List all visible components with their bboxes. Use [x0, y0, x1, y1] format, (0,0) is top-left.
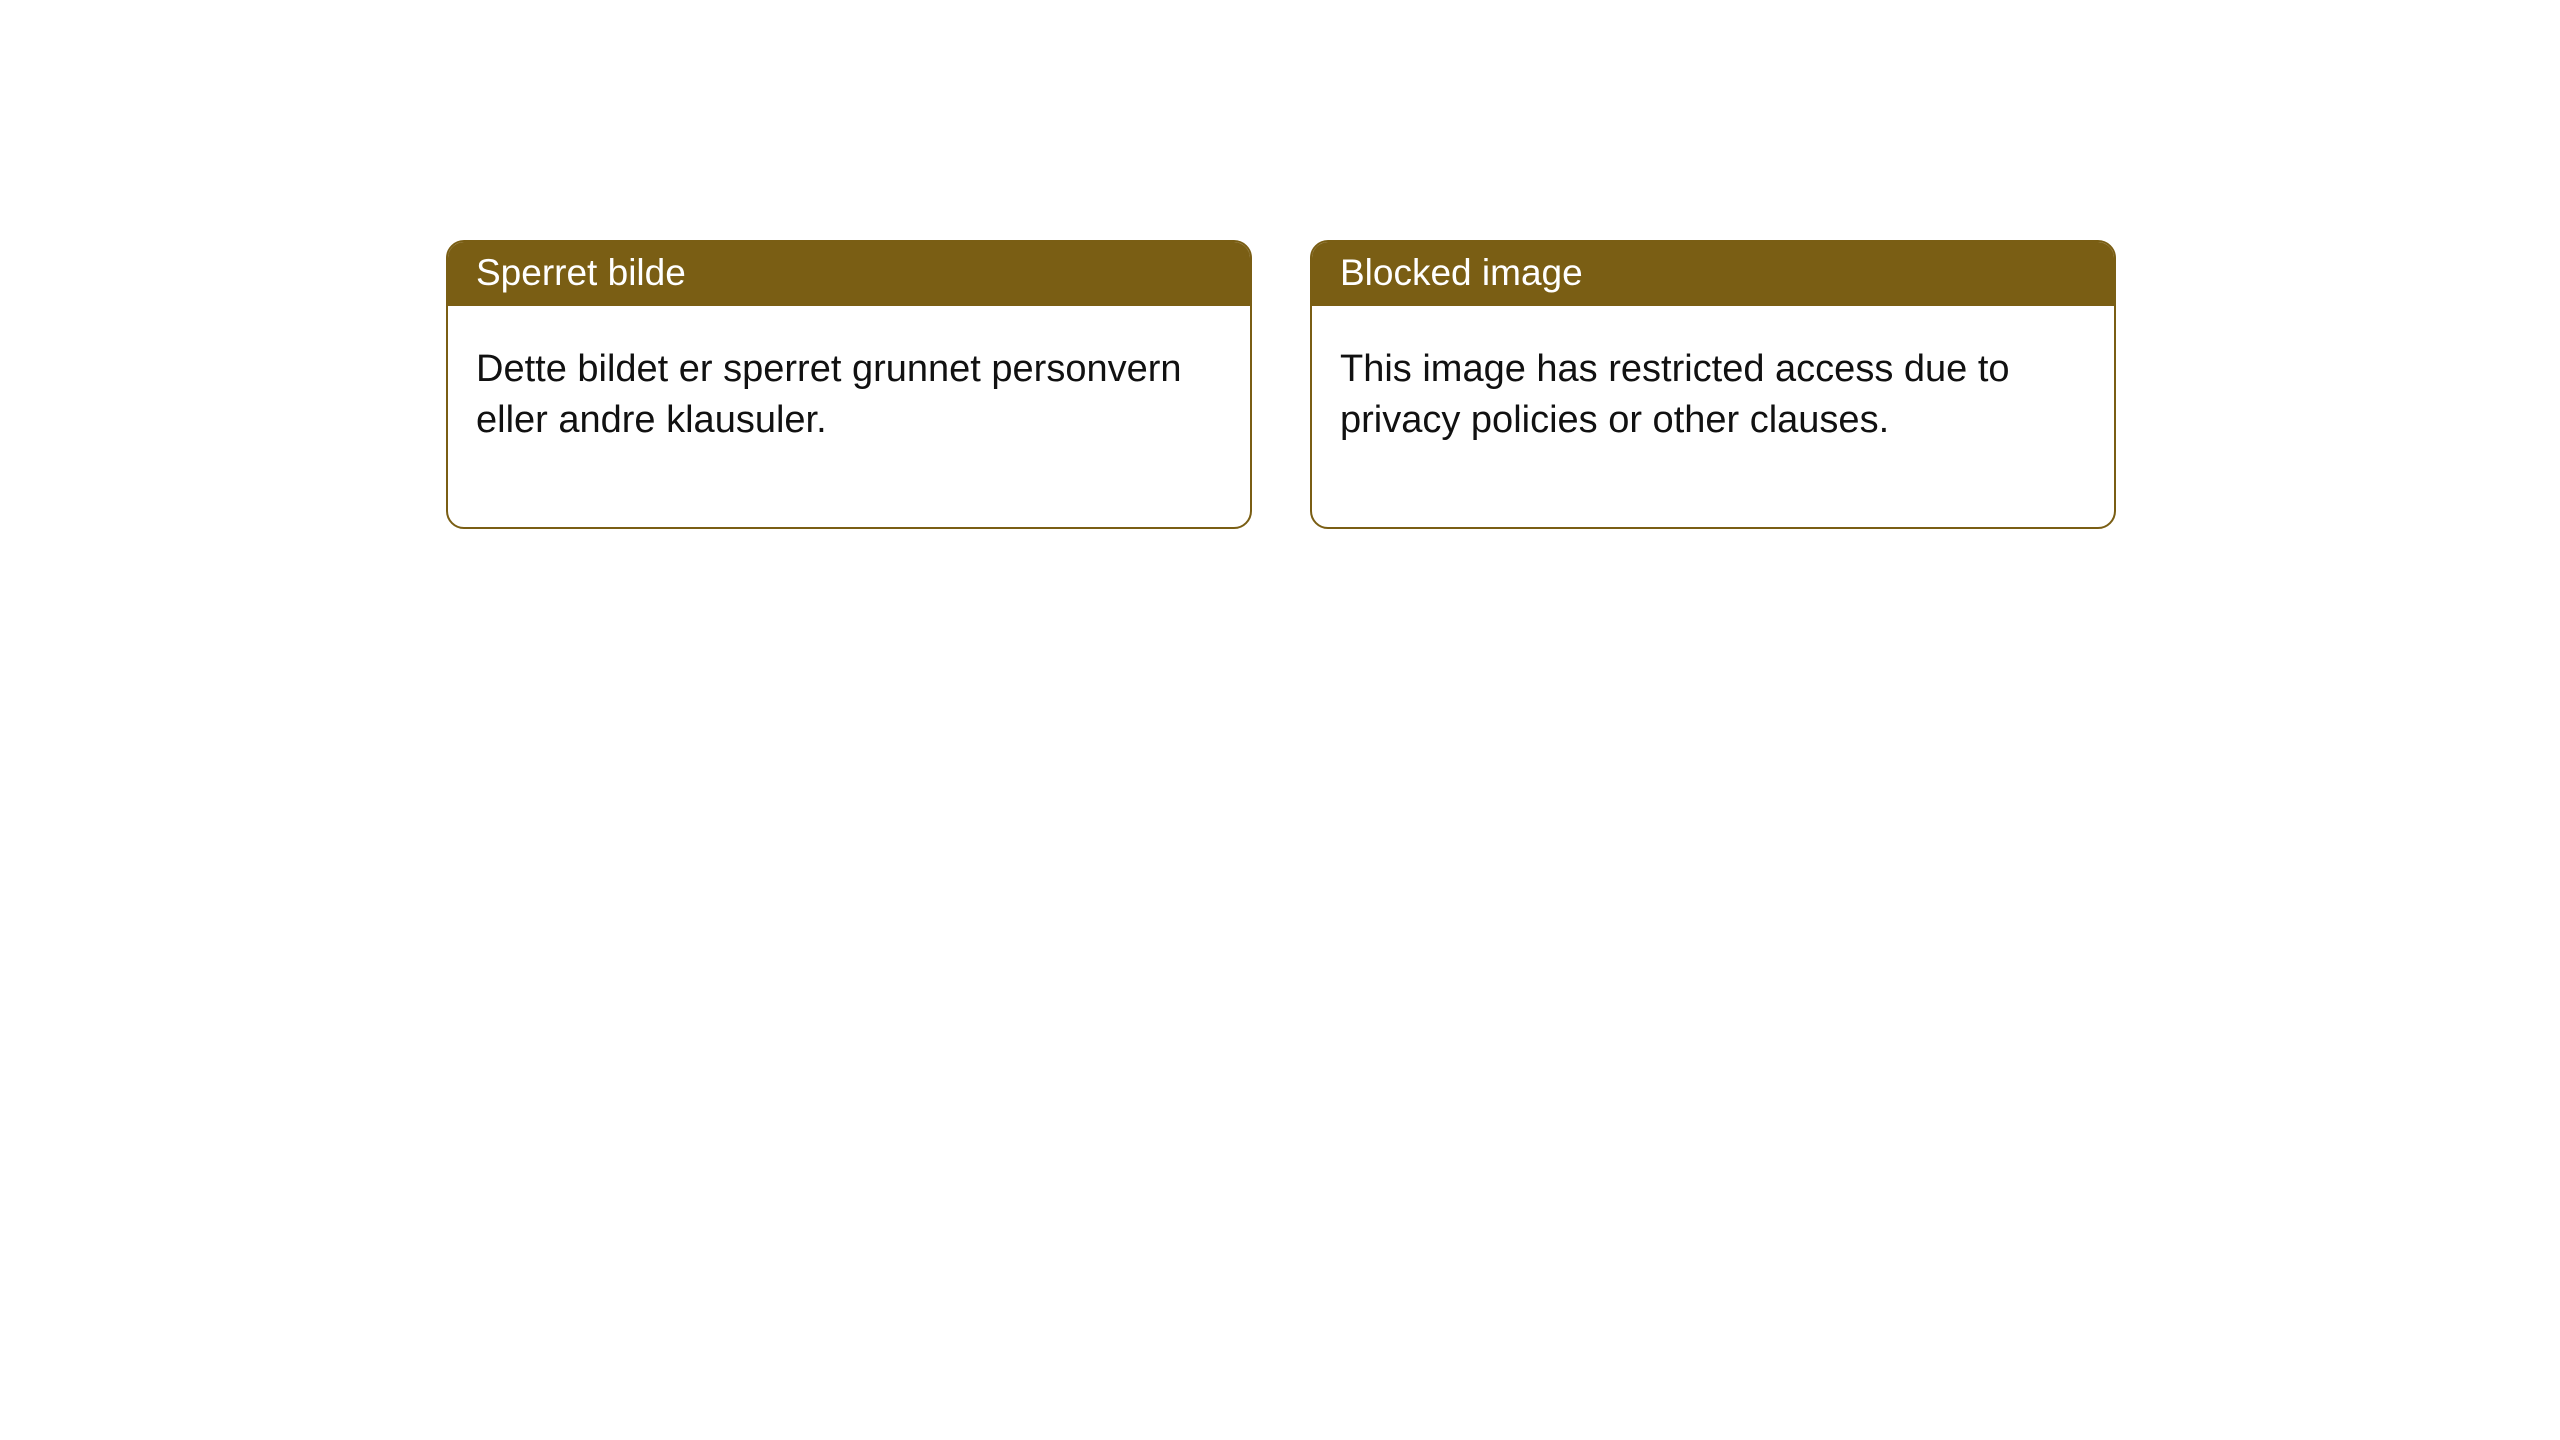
card-body: This image has restricted access due to …	[1312, 306, 2114, 527]
card-header: Blocked image	[1312, 242, 2114, 306]
card-container: Sperret bilde Dette bildet er sperret gr…	[0, 0, 2560, 529]
card-title: Blocked image	[1340, 252, 1583, 293]
card-body-text: Dette bildet er sperret grunnet personve…	[476, 348, 1182, 441]
card-title: Sperret bilde	[476, 252, 686, 293]
card-body-text: This image has restricted access due to …	[1340, 348, 2010, 441]
blocked-image-card-no: Sperret bilde Dette bildet er sperret gr…	[446, 240, 1252, 529]
card-header: Sperret bilde	[448, 242, 1250, 306]
blocked-image-card-en: Blocked image This image has restricted …	[1310, 240, 2116, 529]
card-body: Dette bildet er sperret grunnet personve…	[448, 306, 1250, 527]
